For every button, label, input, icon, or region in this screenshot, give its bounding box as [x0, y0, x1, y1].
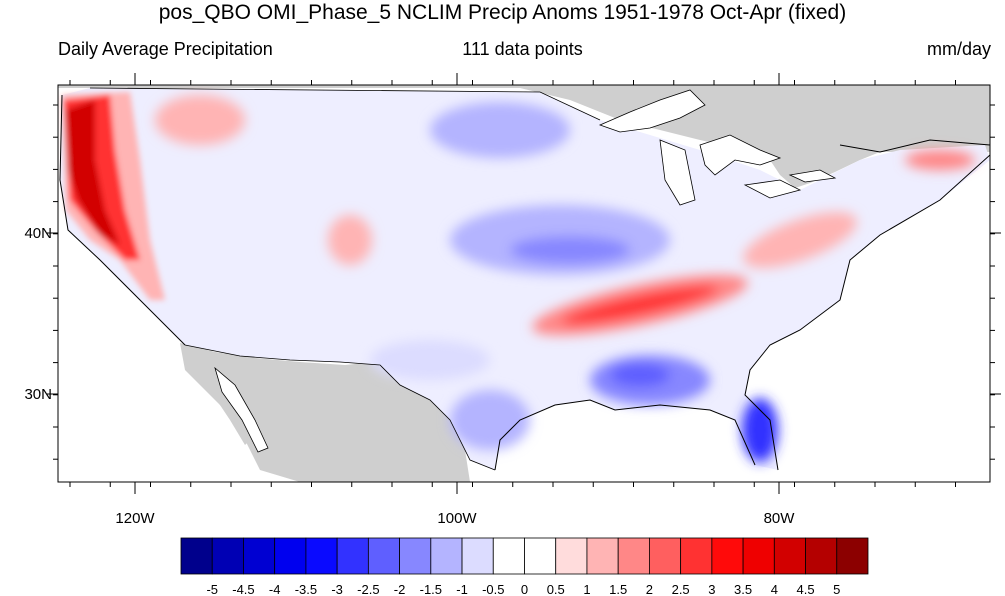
great-lakes [598, 89, 837, 206]
colorbar-swatch [211, 537, 244, 575]
colorbar-label: -3 [331, 582, 343, 596]
baja-land [180, 343, 250, 445]
west-coast-anomaly [62, 92, 165, 300]
colorbar-swatch [773, 537, 806, 575]
colorbar-swatch [274, 537, 307, 575]
blue-anomaly-florida [742, 398, 778, 462]
us-mexico-border [184, 344, 496, 471]
colorbar: -5 -4.5 -4 -3.5 -3 -2.5 -2 -1.5 -1 -0.5 0 0.5 1 1.5 2 2… [180, 537, 869, 596]
lat-label-40n: 40N [24, 225, 52, 242]
map-title: pos_QBO OMI_Phase_5 NCLIM Precip Anoms 1… [158, 1, 847, 24]
colorbar-swatch [617, 537, 650, 575]
blue-anomaly-sw [370, 340, 490, 380]
mexico-land-mask [180, 343, 470, 482]
red-anomaly-rockies [328, 215, 372, 265]
colorbar-swatch [180, 537, 213, 575]
subtitle-units: mm/day [926, 39, 991, 59]
colorbar-label: 2.5 [672, 582, 690, 596]
colorbar-label: 1.5 [609, 582, 627, 596]
colorbar-swatch [430, 537, 463, 575]
colorbar-swatch [336, 537, 369, 575]
anomaly-blobs [155, 95, 975, 462]
colorbar-label: -1.5 [420, 582, 442, 596]
colorbar-label: -2 [394, 582, 406, 596]
map-plot-area [58, 85, 990, 482]
colorbar-label: -5 [206, 582, 218, 596]
coastline [59, 94, 990, 471]
colorbar-label: 0 [521, 582, 528, 596]
axis-ticks [47, 73, 1001, 494]
lon-label-120w: 120W [115, 510, 155, 527]
colorbar-swatch [742, 537, 775, 575]
lon-label-80w: 80W [764, 510, 796, 527]
colorbar-label: -4.5 [232, 582, 254, 596]
subtitle-center: 111 data points [462, 39, 583, 59]
us-canada-border [89, 87, 601, 121]
gulf-of-california [214, 366, 269, 453]
colorbar-swatch [524, 537, 557, 575]
blue-anomaly-gulf-core [610, 363, 670, 387]
lon-label-100w: 100W [437, 510, 477, 527]
blue-anomaly-texas [450, 390, 530, 450]
subtitle-left: Daily Average Precipitation [58, 39, 273, 59]
red-anomaly-northeast [743, 212, 857, 268]
colorbar-swatch [555, 537, 588, 575]
colorbar-label: -4 [269, 582, 281, 596]
red-anomaly-band-core [561, 285, 719, 325]
colorbar-swatch [805, 537, 838, 575]
colorbar-swatch [586, 537, 619, 575]
colorbar-label: 3 [708, 582, 715, 596]
colorbar-label: 3.5 [734, 582, 752, 596]
blue-anomaly-plains-core [510, 236, 630, 264]
colorbar-label: 4.5 [797, 582, 815, 596]
colorbar-swatch [649, 537, 682, 575]
colorbar-label: 2 [646, 582, 653, 596]
red-anomaly-idaho [155, 95, 245, 145]
blue-anomaly-north [430, 102, 570, 158]
colorbar-swatch [367, 537, 400, 575]
colorbar-label: -2.5 [357, 582, 379, 596]
colorbar-label: 5 [833, 582, 840, 596]
colorbar-label: 1 [583, 582, 590, 596]
lat-label-30n: 30N [24, 386, 52, 403]
colorbar-swatch [399, 537, 432, 575]
colorbar-label: -3.5 [295, 582, 317, 596]
colorbar-swatch [243, 537, 276, 575]
red-anomaly-new-england [905, 150, 975, 170]
colorbar-swatch [836, 537, 869, 575]
colorbar-label: -1 [456, 582, 468, 596]
colorbar-swatch [461, 537, 494, 575]
colorbar-label: -0.5 [482, 582, 504, 596]
colorbar-label: 4 [771, 582, 778, 596]
colorbar-swatch [680, 537, 713, 575]
colorbar-swatch [305, 537, 338, 575]
map-frame [57, 84, 991, 483]
colorbar-swatch [492, 537, 525, 575]
canada-land-mask [58, 85, 990, 188]
colorbar-label: 0.5 [547, 582, 565, 596]
colorbar-swatch [711, 537, 744, 575]
